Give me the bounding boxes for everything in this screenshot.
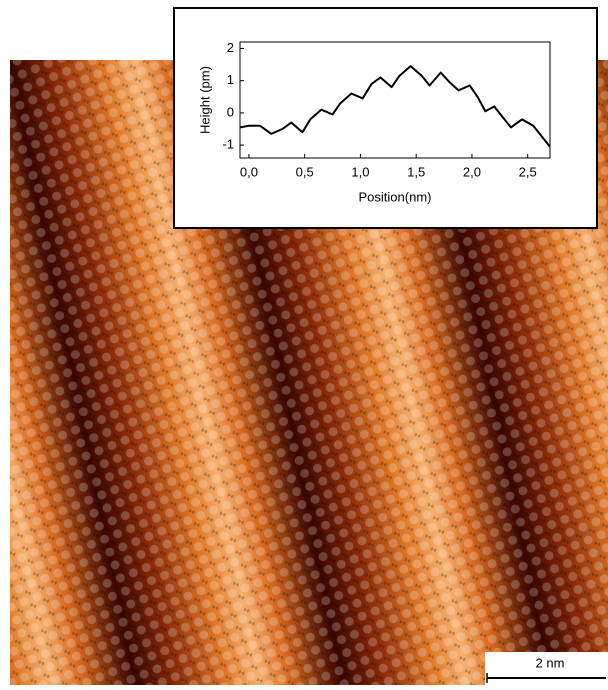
x-tick-label: 2,0 (463, 164, 481, 179)
x-tick-label: 0,0 (240, 164, 258, 179)
inset-panel (173, 7, 598, 229)
y-tick-label: 1 (227, 72, 234, 87)
x-tick-label: 1,0 (351, 164, 369, 179)
plot-frame (239, 41, 551, 159)
inset-chart: -1 0 1 2 0,0 0,5 1,0 1,5 2,0 2,5 Position(nm) Heigh… (197, 40, 551, 204)
x-tick-label: 1,5 (407, 164, 425, 179)
y-axis-label: Height (pm) (197, 66, 212, 134)
profile-line (239, 65, 551, 148)
x-axis-label: Position(nm) (359, 189, 432, 204)
scale-bar-box (485, 652, 608, 685)
y-tick-label: 0 (227, 104, 234, 119)
x-tick-label: 0,5 (296, 164, 314, 179)
scale-bar-label: 2 nm (536, 655, 565, 670)
y-tick-label: 2 (227, 40, 234, 55)
y-tick-label: -1 (222, 137, 234, 152)
x-tick-label: 2,5 (519, 164, 537, 179)
